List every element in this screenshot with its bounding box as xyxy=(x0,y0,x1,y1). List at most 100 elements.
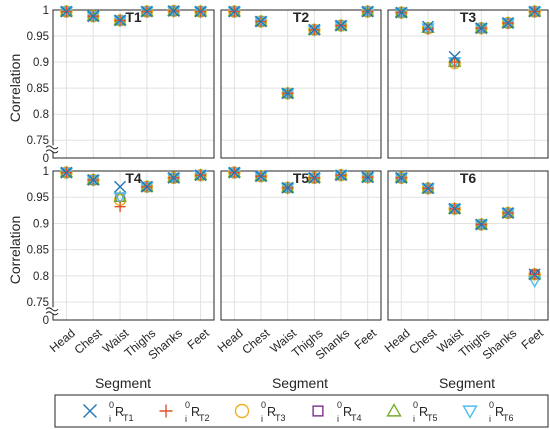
legend-base: R xyxy=(419,405,428,419)
legend-superscript: 0 xyxy=(337,400,342,410)
data-point-rt1 xyxy=(308,171,321,184)
y-tick-label: 0.95 xyxy=(27,192,49,204)
data-point-rt1 xyxy=(335,169,347,182)
panel-frame xyxy=(387,170,549,321)
legend-item-rt2: 0 i RT2 xyxy=(159,400,210,424)
panel-title: T6 xyxy=(460,170,477,186)
panel-grid: T1 0 0.75 0.8 0.85 0.9 0.95 1 T2 T3 T4 0 0.75 0.8 0.85… xyxy=(27,4,549,362)
panel-t4: T400.750.80.850.90.951HeadChestWaistThig… xyxy=(27,165,215,362)
legend-base: R xyxy=(191,405,200,419)
legend-subscript-i: i xyxy=(185,414,187,424)
data-point-rt1 xyxy=(335,19,347,32)
data-point-rt1 xyxy=(228,166,241,179)
y-tick-label: 0 xyxy=(43,153,49,165)
x-axis-label-2: Segment xyxy=(272,375,328,391)
y-tick-label: 1 xyxy=(43,166,49,178)
legend-marker-rt1 xyxy=(83,404,97,418)
panel-frame xyxy=(220,9,382,159)
x-tick-label: Head xyxy=(215,326,246,355)
legend-subscript-i: i xyxy=(489,414,491,424)
axis-break-mark xyxy=(45,145,59,154)
legend-marker-rt5 xyxy=(386,403,402,417)
data-point-rt1 xyxy=(114,14,127,27)
data-point-rt6 xyxy=(113,192,127,205)
y-tick-label: 0.8 xyxy=(33,271,49,283)
legend-superscript: 0 xyxy=(109,400,114,410)
data-point-rt1 xyxy=(87,10,100,23)
data-point-rt1 xyxy=(255,15,267,28)
data-point-rt1 xyxy=(448,50,461,63)
legend-base: R xyxy=(267,405,276,419)
legend-superscript: 0 xyxy=(413,400,418,410)
data-point-rt1 xyxy=(114,180,127,193)
y-axis-label-top: Correlation xyxy=(7,54,23,122)
legend-subscript: T5 xyxy=(427,413,438,423)
data-point-rt1 xyxy=(395,171,408,184)
x-axis-labels: Segment Segment Segment xyxy=(95,375,495,391)
legend-marker-rt6 xyxy=(462,405,478,419)
legend-superscript: 0 xyxy=(489,400,494,410)
x-tick-label: Feet xyxy=(352,326,380,353)
data-point-rt1 xyxy=(475,22,488,35)
legend-base: R xyxy=(495,405,504,419)
legend-marker-rt4 xyxy=(312,405,324,417)
x-tick-label: Feet xyxy=(185,326,213,353)
data-point-rt1 xyxy=(140,5,153,18)
legend-subscript: T3 xyxy=(275,413,286,423)
y-axis-label-bottom: Correlation xyxy=(7,216,23,284)
data-point-rt1 xyxy=(422,182,434,195)
data-point-rt1 xyxy=(60,166,73,179)
legend-item-rt3: 0 i RT3 xyxy=(234,400,286,424)
x-tick-label: Head xyxy=(382,326,413,355)
legend-marker-rt2 xyxy=(159,404,173,418)
panel-title: T3 xyxy=(460,9,477,25)
data-point-rt2 xyxy=(449,56,461,68)
x-tick-label: Head xyxy=(47,326,78,355)
legend-superscript: 0 xyxy=(185,400,190,410)
x-tick-label: Chest xyxy=(239,326,273,357)
data-point-rt1 xyxy=(228,5,241,18)
y-tick-label: 0.75 xyxy=(27,135,49,147)
data-point-rt1 xyxy=(308,23,321,36)
data-point-rt1 xyxy=(361,171,374,184)
x-tick-label: Chest xyxy=(72,326,106,357)
legend-item-rt5: 0 i RT5 xyxy=(386,400,438,424)
y-tick-label: 0.9 xyxy=(33,57,49,69)
data-point-rt2 xyxy=(114,201,126,213)
x-axis-label-1: Segment xyxy=(95,375,151,391)
legend-base: R xyxy=(343,405,352,419)
panel-title: T5 xyxy=(293,170,310,186)
y-tick-label: 0.9 xyxy=(33,218,49,230)
y-tick-label: 0.75 xyxy=(27,297,49,309)
panel-frame xyxy=(387,9,549,159)
x-axis-label-3: Segment xyxy=(439,375,495,391)
legend-subscript: T2 xyxy=(199,413,210,423)
y-tick-label: 0.95 xyxy=(27,31,49,43)
legend-item-rt1: 0 i RT1 xyxy=(83,400,134,424)
data-point-rt1 xyxy=(281,87,294,100)
legend-subscript: T1 xyxy=(123,413,134,423)
y-tick-label: 0.85 xyxy=(27,245,49,257)
data-point-rt1 xyxy=(167,171,180,184)
axis-break-mark xyxy=(45,307,59,316)
data-point-rt1 xyxy=(194,5,207,18)
data-point-rt1 xyxy=(395,6,408,19)
x-tick-label: Chest xyxy=(406,326,440,357)
panel-frame xyxy=(52,9,215,159)
data-point-rt1 xyxy=(281,181,294,194)
x-tick-label: Feet xyxy=(519,326,547,353)
legend-item-rt4: 0 i RT4 xyxy=(312,400,362,424)
panel-t3: T3 xyxy=(387,4,549,159)
legend-item-rt6: 0 i RT6 xyxy=(462,400,514,424)
data-point-rt1 xyxy=(502,206,514,219)
data-point-rt1 xyxy=(502,17,514,30)
panel-frame xyxy=(220,170,382,321)
legend-superscript: 0 xyxy=(261,400,266,410)
data-point-rt1 xyxy=(167,5,180,18)
data-point-rt1 xyxy=(422,20,434,33)
legend-subscript: T6 xyxy=(503,413,514,423)
